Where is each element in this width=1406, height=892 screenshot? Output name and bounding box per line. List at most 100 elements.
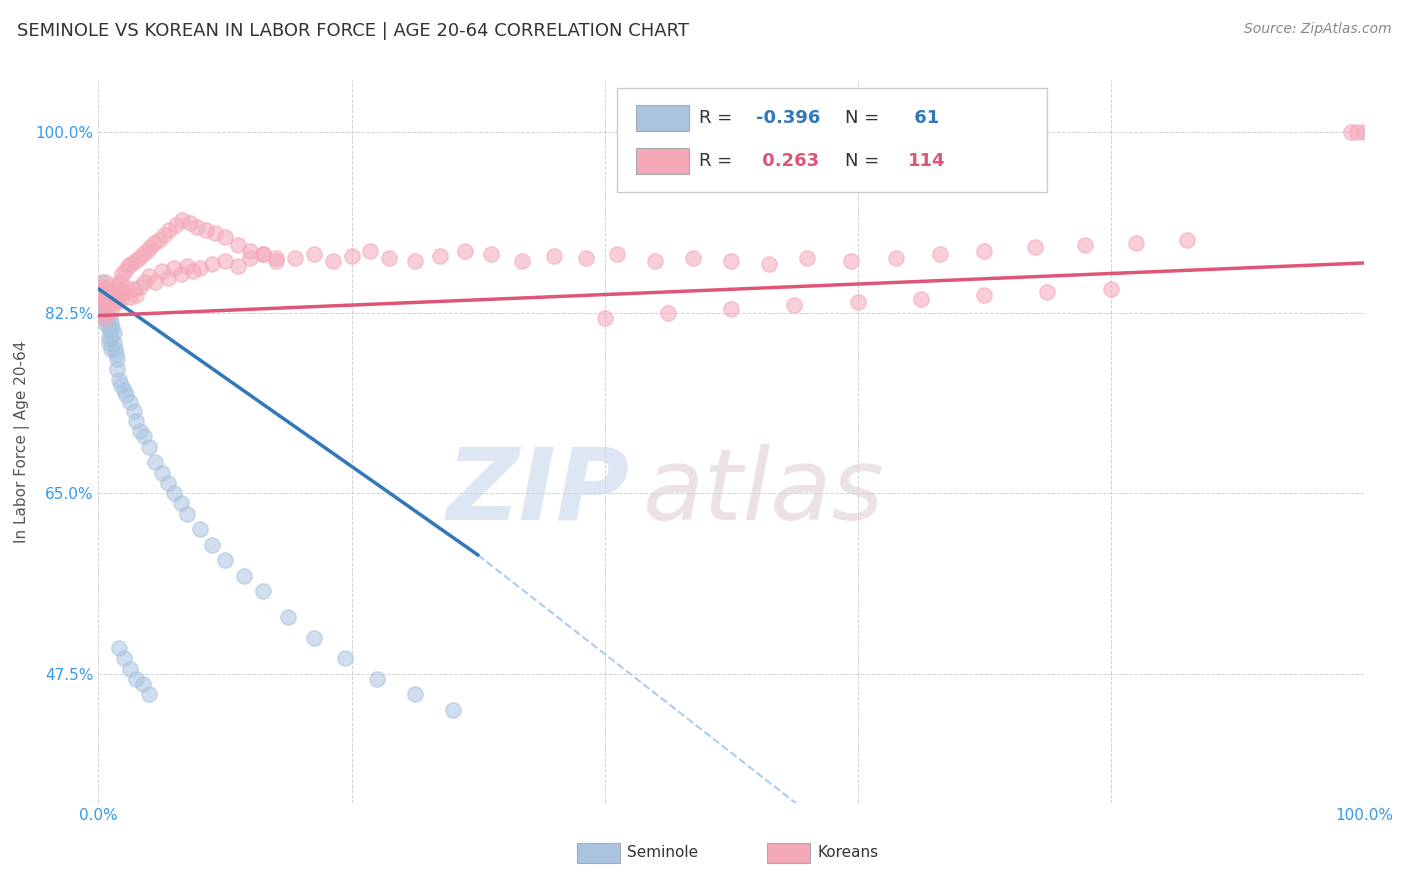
Point [114,264,136,278]
Point [107,362,129,376]
Point [112,651,135,665]
Point [107,295,129,310]
Point [93,310,117,325]
Point [120,257,142,271]
Point [1340,125,1362,139]
Point [183,264,205,278]
Point [170,212,193,227]
Point [125,672,148,686]
Point [132,677,155,691]
Point [657,305,679,319]
Point [404,687,426,701]
Point [150,466,173,480]
Point [101,321,124,335]
Point [138,687,160,701]
FancyBboxPatch shape [636,105,689,131]
Point [107,373,129,387]
Point [111,268,134,282]
Text: Source: ZipAtlas.com: Source: ZipAtlas.com [1244,22,1392,37]
Point [103,336,125,351]
Point [98,310,121,325]
Point [169,496,191,510]
Point [138,440,160,454]
Point [129,279,152,293]
Y-axis label: In Labor Force | Age 20-64: In Labor Force | Age 20-64 [14,341,30,542]
Text: SEMINOLE VS KOREAN IN LABOR FORCE | AGE 20-64 CORRELATION CHART: SEMINOLE VS KOREAN IN LABOR FORCE | AGE … [17,22,689,40]
Point [103,326,125,341]
Point [128,251,150,265]
Text: Koreans: Koreans [817,845,879,860]
Point [839,254,862,268]
Point [1024,240,1046,254]
Text: N =: N = [845,153,884,170]
Point [204,226,226,240]
Point [91,301,114,315]
Text: atlas: atlas [643,443,884,541]
Point [93,275,117,289]
Point [115,388,138,402]
Point [252,584,274,599]
Point [264,254,287,268]
Point [335,651,357,665]
Point [132,429,155,443]
Point [682,251,704,265]
Point [176,259,198,273]
Point [593,310,616,325]
Point [112,383,135,397]
Point [194,223,218,237]
Point [100,316,122,330]
Point [100,302,122,317]
Point [101,288,124,302]
Point [97,292,120,306]
Point [150,264,173,278]
Point [226,238,249,252]
Point [94,295,117,310]
Point [186,219,208,234]
Text: 0.263: 0.263 [756,153,820,170]
Text: 61: 61 [908,109,939,127]
FancyBboxPatch shape [617,87,1047,193]
FancyBboxPatch shape [636,148,689,174]
Point [366,672,388,686]
Point [1036,285,1059,299]
Point [145,275,166,289]
Point [93,316,117,330]
Point [574,251,596,265]
Point [378,251,401,265]
Point [360,244,382,258]
Point [441,703,464,717]
Point [846,295,869,310]
Point [104,290,127,304]
Point [884,251,907,265]
Point [90,285,112,299]
Point [107,277,129,292]
Point [512,254,534,268]
Point [429,249,451,263]
Point [165,218,187,232]
Point [94,282,117,296]
Point [120,290,141,304]
Point [120,662,141,676]
Point [135,244,157,258]
Point [163,261,186,276]
Point [93,288,117,302]
Point [973,244,995,258]
Point [277,610,299,624]
Point [720,302,742,317]
Point [143,236,166,251]
Point [93,290,115,304]
Point [973,288,995,302]
Point [91,275,114,289]
Point [94,301,117,315]
Point [157,223,180,237]
Point [239,244,262,258]
Point [93,305,117,319]
Point [93,295,115,310]
Point [606,246,628,260]
Point [214,254,236,268]
Point [1074,238,1097,252]
Point [169,268,191,282]
Text: N =: N = [845,109,884,127]
Point [93,279,115,293]
FancyBboxPatch shape [766,843,810,863]
